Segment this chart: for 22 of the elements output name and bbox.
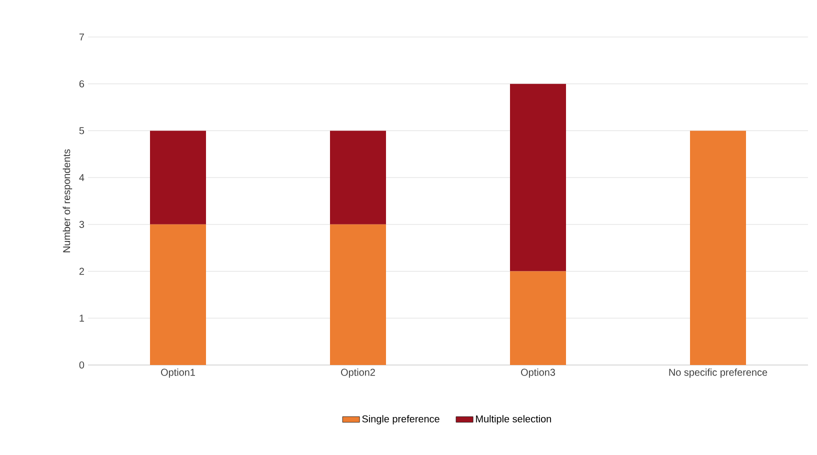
bar <box>330 224 386 365</box>
y-tick-label: 5 <box>79 127 84 134</box>
x-tick-label: Option2 <box>341 368 375 378</box>
x-tick-label: No specific preference <box>669 368 768 378</box>
y-axis-title: Number of respondents <box>62 149 72 252</box>
y-tick-label: 7 <box>79 34 84 40</box>
y-tick-label: 2 <box>79 268 84 275</box>
bar <box>150 130 206 224</box>
bar <box>510 84 566 272</box>
y-tick-label: 4 <box>79 174 84 181</box>
bar <box>150 224 206 365</box>
legend-label: Single preference <box>362 415 440 424</box>
bar <box>690 130 746 365</box>
x-tick-label: Option1 <box>161 368 195 378</box>
legend-label: Multiple selection <box>476 415 551 424</box>
y-tick-label: 6 <box>79 80 84 88</box>
x-tick-label: Option3 <box>521 368 556 378</box>
bar <box>330 130 386 224</box>
y-tick-label: 0 <box>79 361 84 369</box>
y-tick-label: 3 <box>79 220 84 228</box>
bar <box>510 271 566 365</box>
y-tick-label: 1 <box>80 314 84 322</box>
